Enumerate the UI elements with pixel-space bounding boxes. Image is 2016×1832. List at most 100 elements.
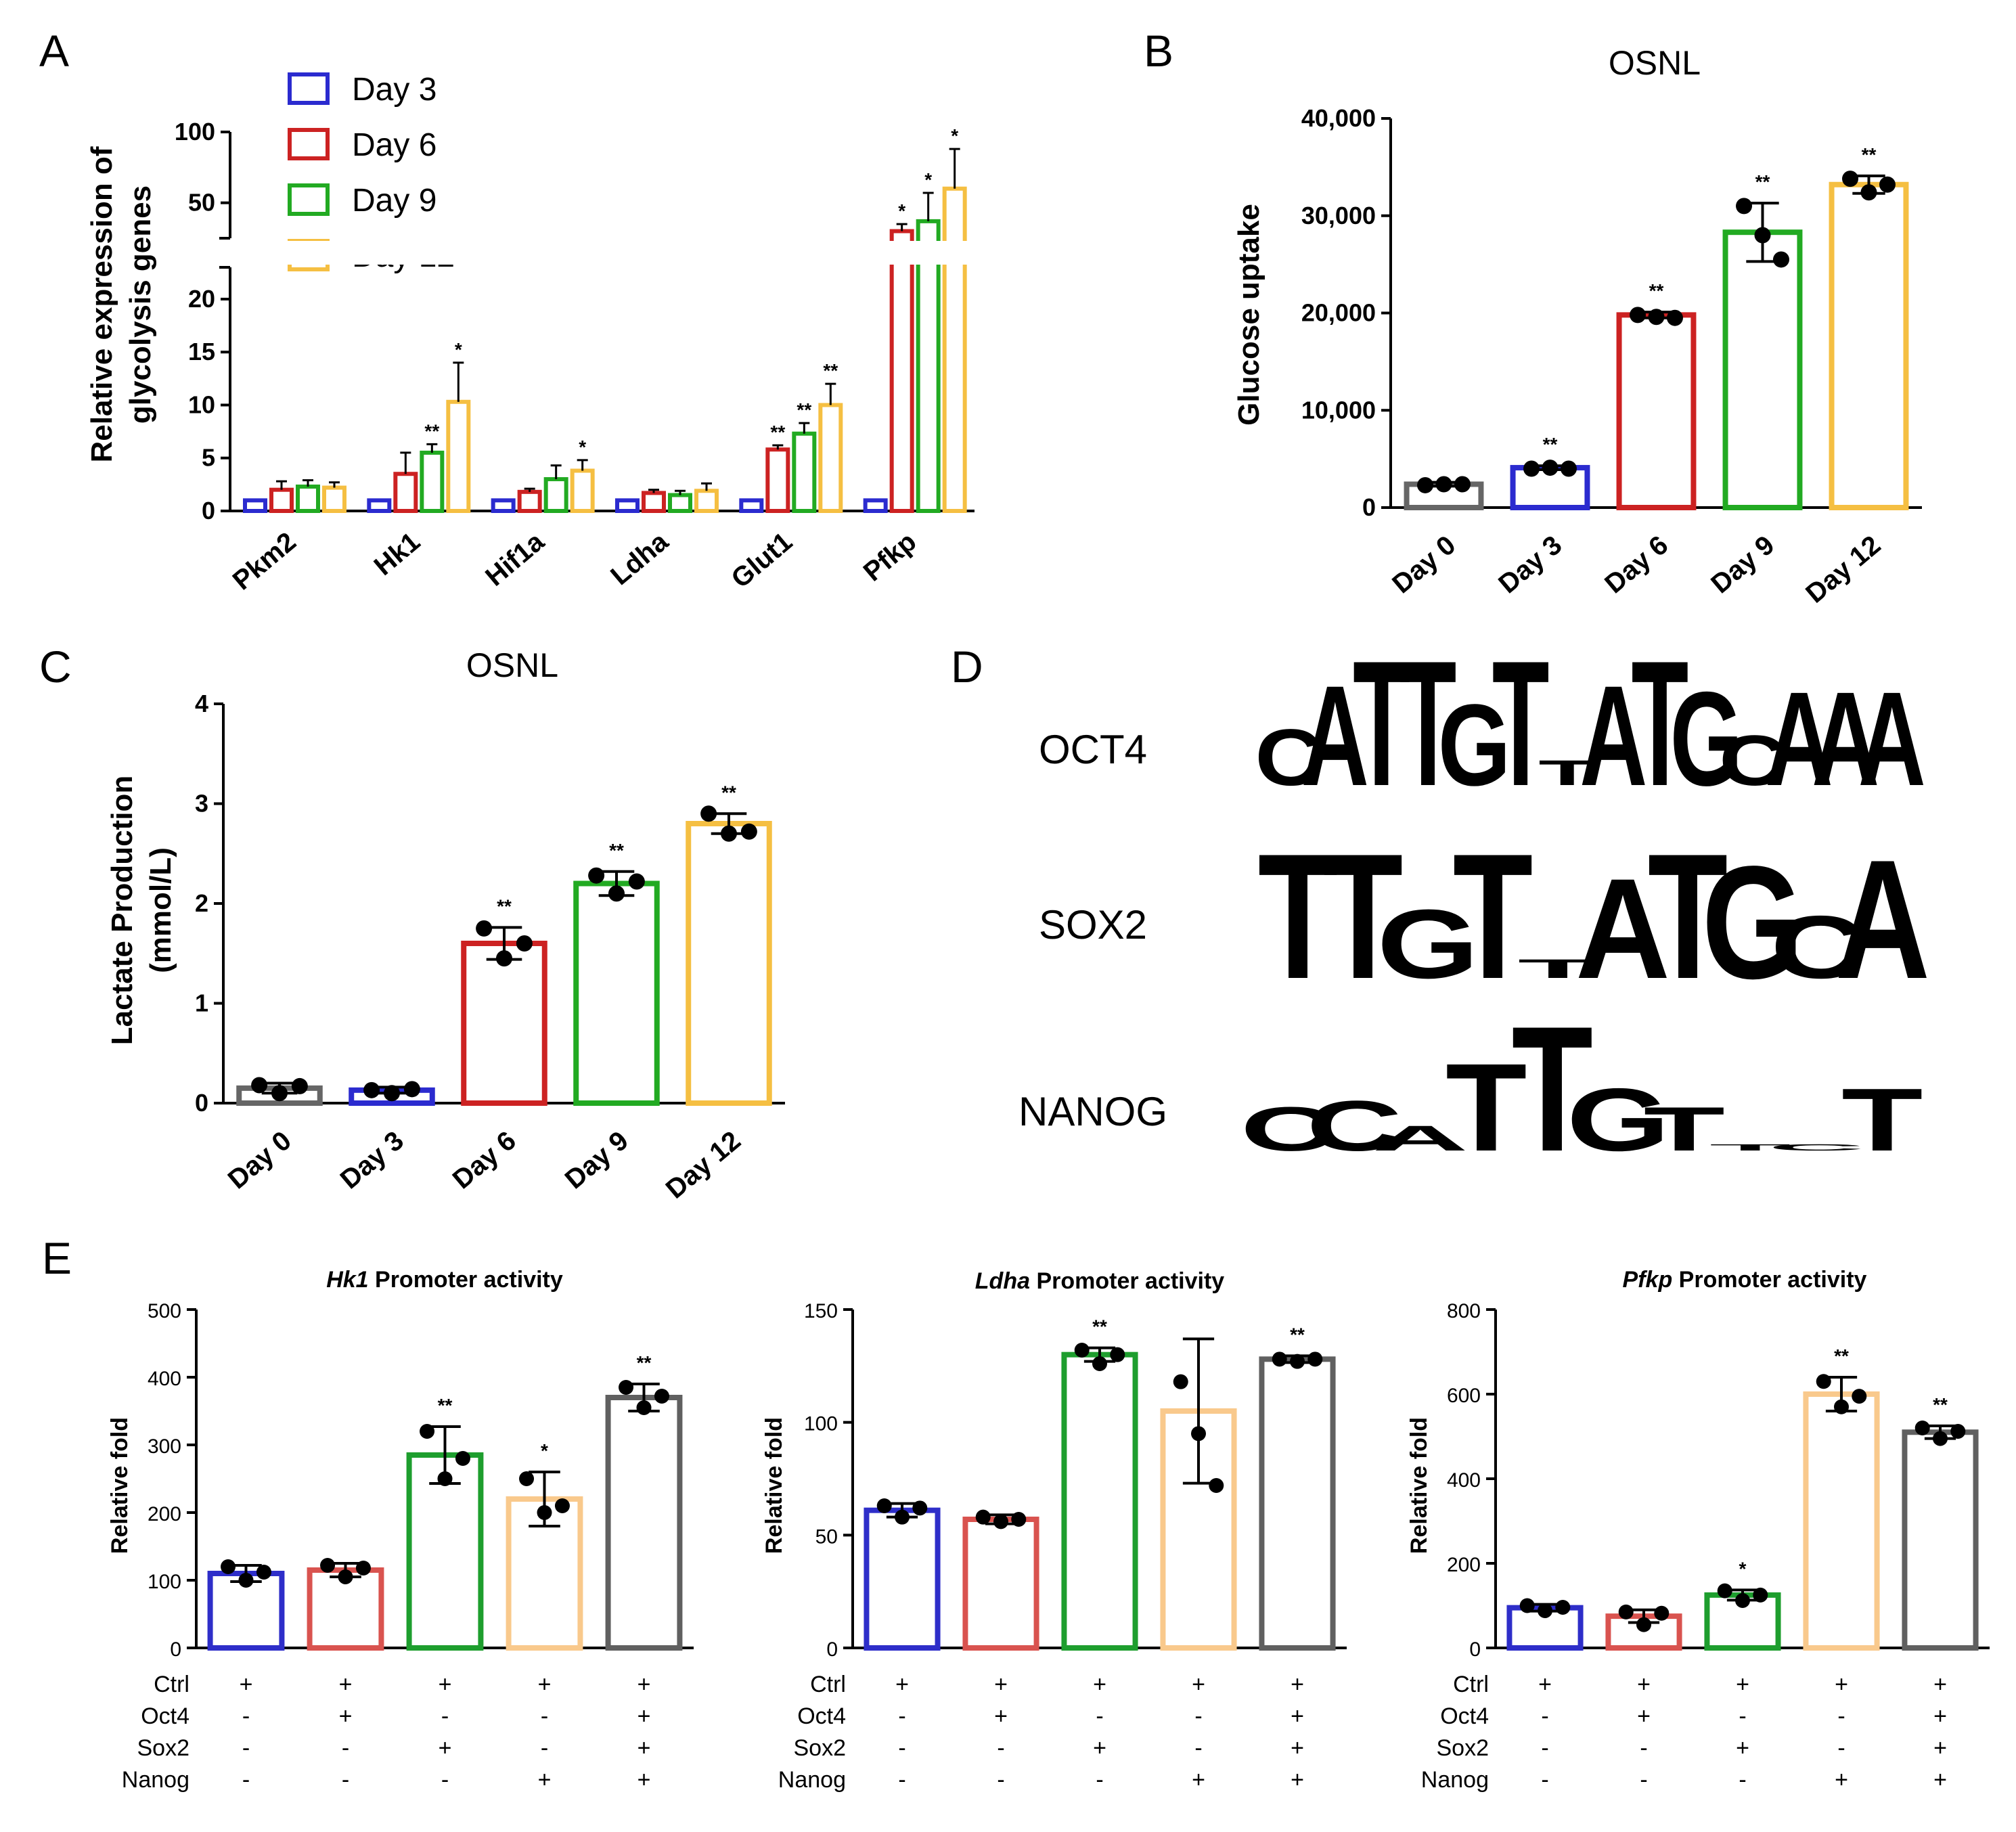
panel-b-xtick-label: Day 0	[1387, 530, 1461, 599]
panel-e1-ytick-label: 0	[170, 1638, 181, 1661]
panel-e1-data-point	[455, 1451, 470, 1466]
panel-a-legend-swatch	[288, 72, 330, 105]
panel-b-ytick-label: 10,000	[1301, 396, 1376, 424]
panel-e3-significance: **	[1834, 1345, 1849, 1366]
panel-b-data-point	[1879, 176, 1896, 193]
panel-e1-ytick-label: 300	[148, 1435, 181, 1458]
panel-b-ytick-label: 30,000	[1301, 202, 1376, 229]
panel-e3-condition-mark: -	[1541, 1735, 1548, 1761]
motif-label-sox2: SOX2	[1039, 902, 1147, 947]
panel-e2-data-point	[993, 1514, 1008, 1529]
panel-e2-bar	[864, 1507, 941, 1651]
panel-b-bar	[1616, 312, 1697, 510]
motif-letter-sox2: T	[1323, 817, 1403, 1016]
panel-b-data-point	[1435, 476, 1452, 493]
panel-a-significance: *	[898, 200, 905, 221]
panel-e1-ytick-label: 100	[148, 1571, 181, 1593]
panel-e2-condition-mark: +	[994, 1672, 1008, 1697]
panel-e1-condition-mark: -	[342, 1735, 349, 1761]
panel-b-data-point	[1754, 227, 1771, 244]
panel-a-bar	[615, 498, 640, 514]
motif-letter-sox2: G	[1702, 832, 1804, 1012]
panel-a-bar	[863, 498, 888, 514]
panel-e1-data-point	[221, 1559, 236, 1574]
motif-letter-nanog: T	[1709, 1142, 1791, 1153]
panel-a-xtick-label: Glut1	[726, 527, 799, 594]
panel-e1-significance: **	[637, 1352, 652, 1373]
panel-b-significance: **	[1755, 171, 1770, 192]
panel-a-ylabel-line1: Relative expression of	[85, 146, 118, 462]
panel-e3-condition-mark: -	[1541, 1767, 1548, 1793]
panel-c-data-point	[588, 867, 605, 884]
panel-e3-data-point	[1834, 1399, 1849, 1414]
panel-e2-condition-mark: +	[1291, 1672, 1304, 1697]
panel-e1-condition-mark: +	[240, 1672, 253, 1697]
panel-e1-condition-mark: -	[242, 1703, 250, 1729]
panel-e2-data-point	[1110, 1347, 1125, 1362]
panel-b-bars: Day 0 ** Day 3 ** Day 6 ** Day 9 ** Day 12	[1387, 144, 1909, 609]
panel-e3-data-point	[1914, 1421, 1930, 1435]
panel-b-data-point	[1772, 251, 1789, 268]
panel-a-significance: *	[455, 339, 462, 360]
panel-e2-data-point	[1011, 1512, 1027, 1527]
panel-e1-ytick-label: 200	[148, 1503, 181, 1525]
panel-e2-ytick-label: 50	[815, 1525, 838, 1548]
panel-b-data-point	[1630, 307, 1647, 323]
panel-b-data-point	[1417, 476, 1434, 493]
panel-e3-condition-mark: -	[1739, 1767, 1746, 1793]
panel-e1-significance: *	[541, 1440, 548, 1461]
panel-e1-condition-mark: +	[339, 1703, 353, 1729]
panel-e1-data-point	[554, 1498, 570, 1513]
panel-e2-condition-mark: +	[1093, 1735, 1106, 1761]
panel-a-xtick-label: Pkm2	[227, 527, 302, 596]
panel-a-ytick-label: 20	[188, 285, 215, 313]
panel-c-ytick-label: 0	[195, 1089, 208, 1117]
panel-e1-significance: **	[438, 1395, 453, 1416]
panel-e3-data-point	[1654, 1605, 1670, 1621]
motif-letter-nanog: A	[1372, 1118, 1469, 1158]
panel-e1-data-point	[537, 1505, 552, 1520]
panel-a-xtick-label: Hk1	[369, 527, 426, 581]
panel-e1-condition-mark: +	[339, 1672, 353, 1697]
panel-e2-significance: **	[1092, 1316, 1107, 1337]
panel-a-bar	[491, 498, 516, 514]
panel-e3-condition-mark: +	[1736, 1735, 1749, 1761]
panel-e3-data-point	[1717, 1583, 1732, 1599]
panel-e1-condition-mark: +	[637, 1767, 651, 1793]
panel-e3-ytick-label: 0	[1469, 1638, 1481, 1661]
motif-letter-nanog: C	[1240, 1094, 1337, 1164]
panel-e2-data-point	[1307, 1351, 1323, 1367]
motif-label-oct4: OCT4	[1039, 727, 1147, 772]
panel-e2-condition-mark: +	[1192, 1767, 1205, 1793]
motif-letter-nanog: T	[1446, 1038, 1527, 1178]
panel-a-legend-label: Day 6	[352, 127, 436, 163]
panel-e-conditions: Ctrl + + + + + Oct4 - + - - + Sox2 - - + - + Nanog - - - + + Ctr…	[122, 1672, 1947, 1793]
panel-b-bar	[1829, 181, 1909, 510]
motif-letter-oct4: A	[1766, 665, 1833, 814]
panel-e2-data-point	[1173, 1374, 1188, 1389]
panel-e3-ytick-label: 400	[1447, 1469, 1481, 1492]
motif-letter-sox2: T	[1258, 817, 1338, 1016]
panel-c-ylabel-line2: (mmol/L)	[144, 847, 177, 973]
panel-e3-data-point	[1519, 1598, 1535, 1613]
panel-e1-data-point	[355, 1561, 371, 1576]
panel-c-data-point	[740, 823, 757, 840]
panel-c-significance: **	[497, 895, 512, 916]
panel-e3-condition-mark: -	[1837, 1703, 1845, 1729]
panel-c-xtick-label: Day 0	[223, 1125, 297, 1194]
panel-letter-a: A	[39, 26, 69, 76]
panel-a-legend-swatch	[288, 128, 330, 160]
panel-e3-condition-mark: -	[1837, 1735, 1845, 1761]
panel-c-xtick-label: Day 6	[447, 1125, 522, 1194]
panel-c-data-point	[384, 1085, 400, 1102]
motif-letter-sox2: A	[1575, 849, 1670, 1008]
panel-e3-condition-mark: +	[1637, 1703, 1651, 1729]
panel-letter-b: B	[1144, 26, 1173, 76]
panel-e1-condition-mark: +	[439, 1672, 452, 1697]
panel-c-xtick-label: Day 3	[335, 1125, 409, 1194]
panel-e1-condition-label: Sox2	[137, 1735, 190, 1761]
panel-a-bar	[446, 399, 471, 513]
panel-c-bar	[686, 821, 772, 1106]
panel-e1-condition-label: Oct4	[141, 1703, 189, 1729]
panel-e3-significance: *	[1739, 1558, 1747, 1579]
